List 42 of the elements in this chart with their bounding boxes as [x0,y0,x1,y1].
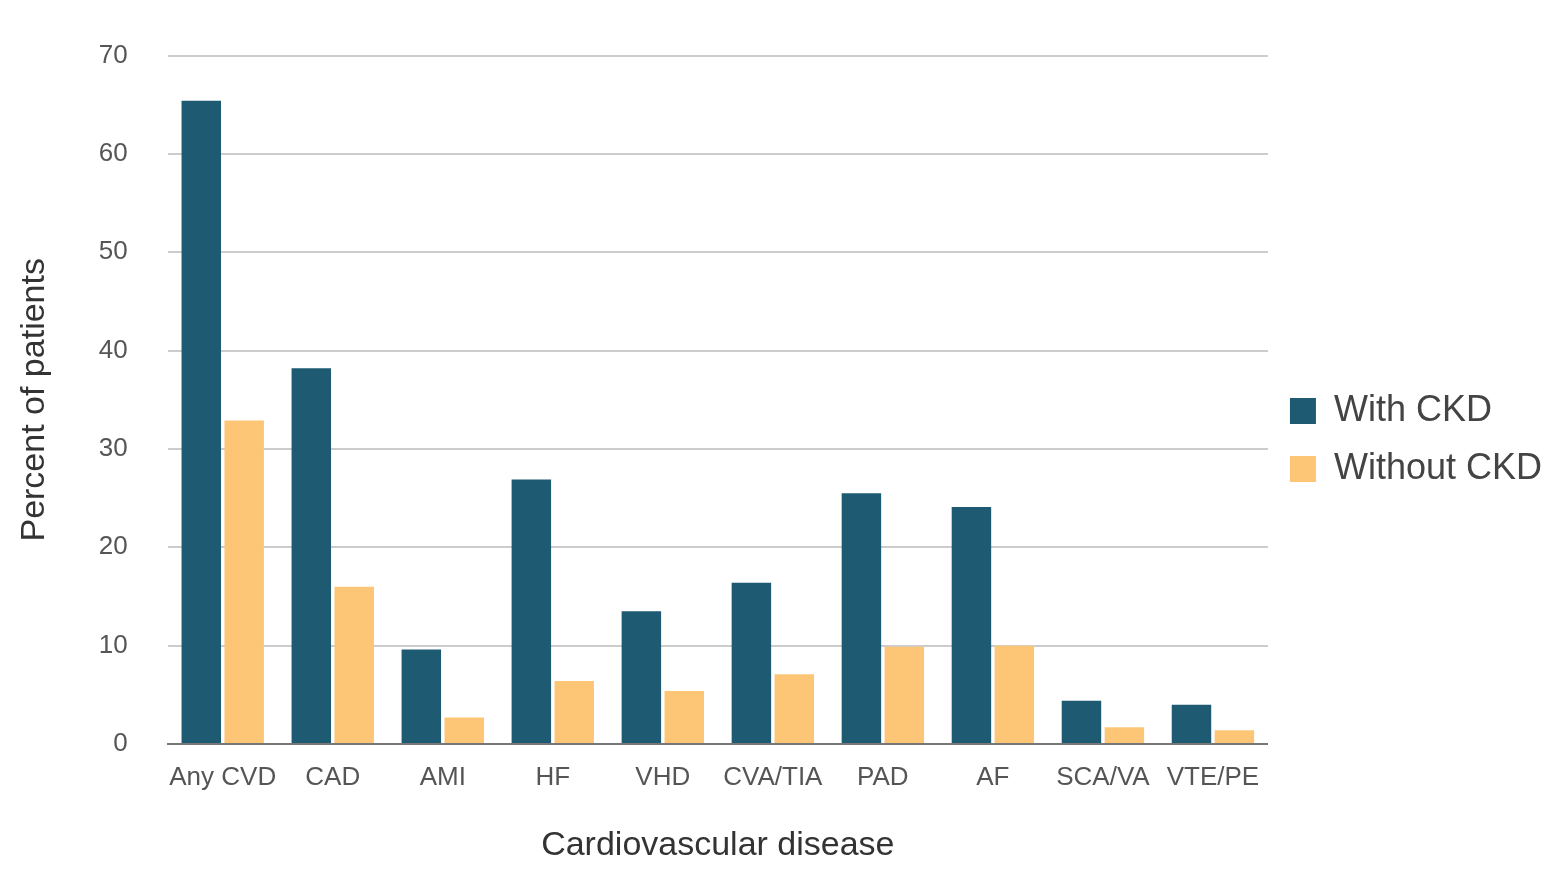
bar [291,368,332,743]
y-tick-label: 60 [98,137,128,168]
y-tick-label: 40 [98,333,128,364]
bar [444,717,484,743]
x-tick-label: AF [976,760,1010,791]
bar [1214,730,1255,743]
bar [334,586,374,743]
bar [884,646,925,743]
bar [554,681,594,743]
bar [401,649,442,743]
bar [621,611,662,743]
bar [664,690,705,743]
y-tick-label: 10 [98,628,128,659]
x-tick-label: HF [535,760,571,791]
y-tick-label: 30 [98,432,128,463]
x-tick-label: CVA/TIA [723,760,824,791]
bar [1171,704,1212,743]
x-tick-label: PAD [857,760,909,791]
y-tick-label: 50 [98,235,128,266]
x-tick-label: Any CVD [169,760,277,791]
x-tick-label: VHD [635,760,691,791]
y-axis-title: Percent of patients [12,258,51,542]
x-tick-label: CAD [305,760,361,791]
bar [841,493,882,743]
y-tick-label: 70 [98,38,128,69]
bar [181,100,222,743]
bar [774,674,815,743]
bar [731,582,772,743]
y-tick-label: 20 [98,530,128,561]
bar [224,420,264,743]
legend-label: With CKD [1333,387,1492,429]
x-tick-label: AMI [419,760,466,791]
x-tick-label: SCA/VA [1056,760,1151,791]
bar [994,645,1035,743]
bar [1061,700,1102,743]
bar [1104,727,1145,743]
bar [951,506,992,743]
y-tick-label: 0 [113,727,128,758]
x-tick-label: VTE/PE [1166,760,1260,791]
bar [511,479,552,743]
legend-label: Without CKD [1333,445,1543,487]
x-axis-title: Cardiovascular disease [541,823,895,862]
